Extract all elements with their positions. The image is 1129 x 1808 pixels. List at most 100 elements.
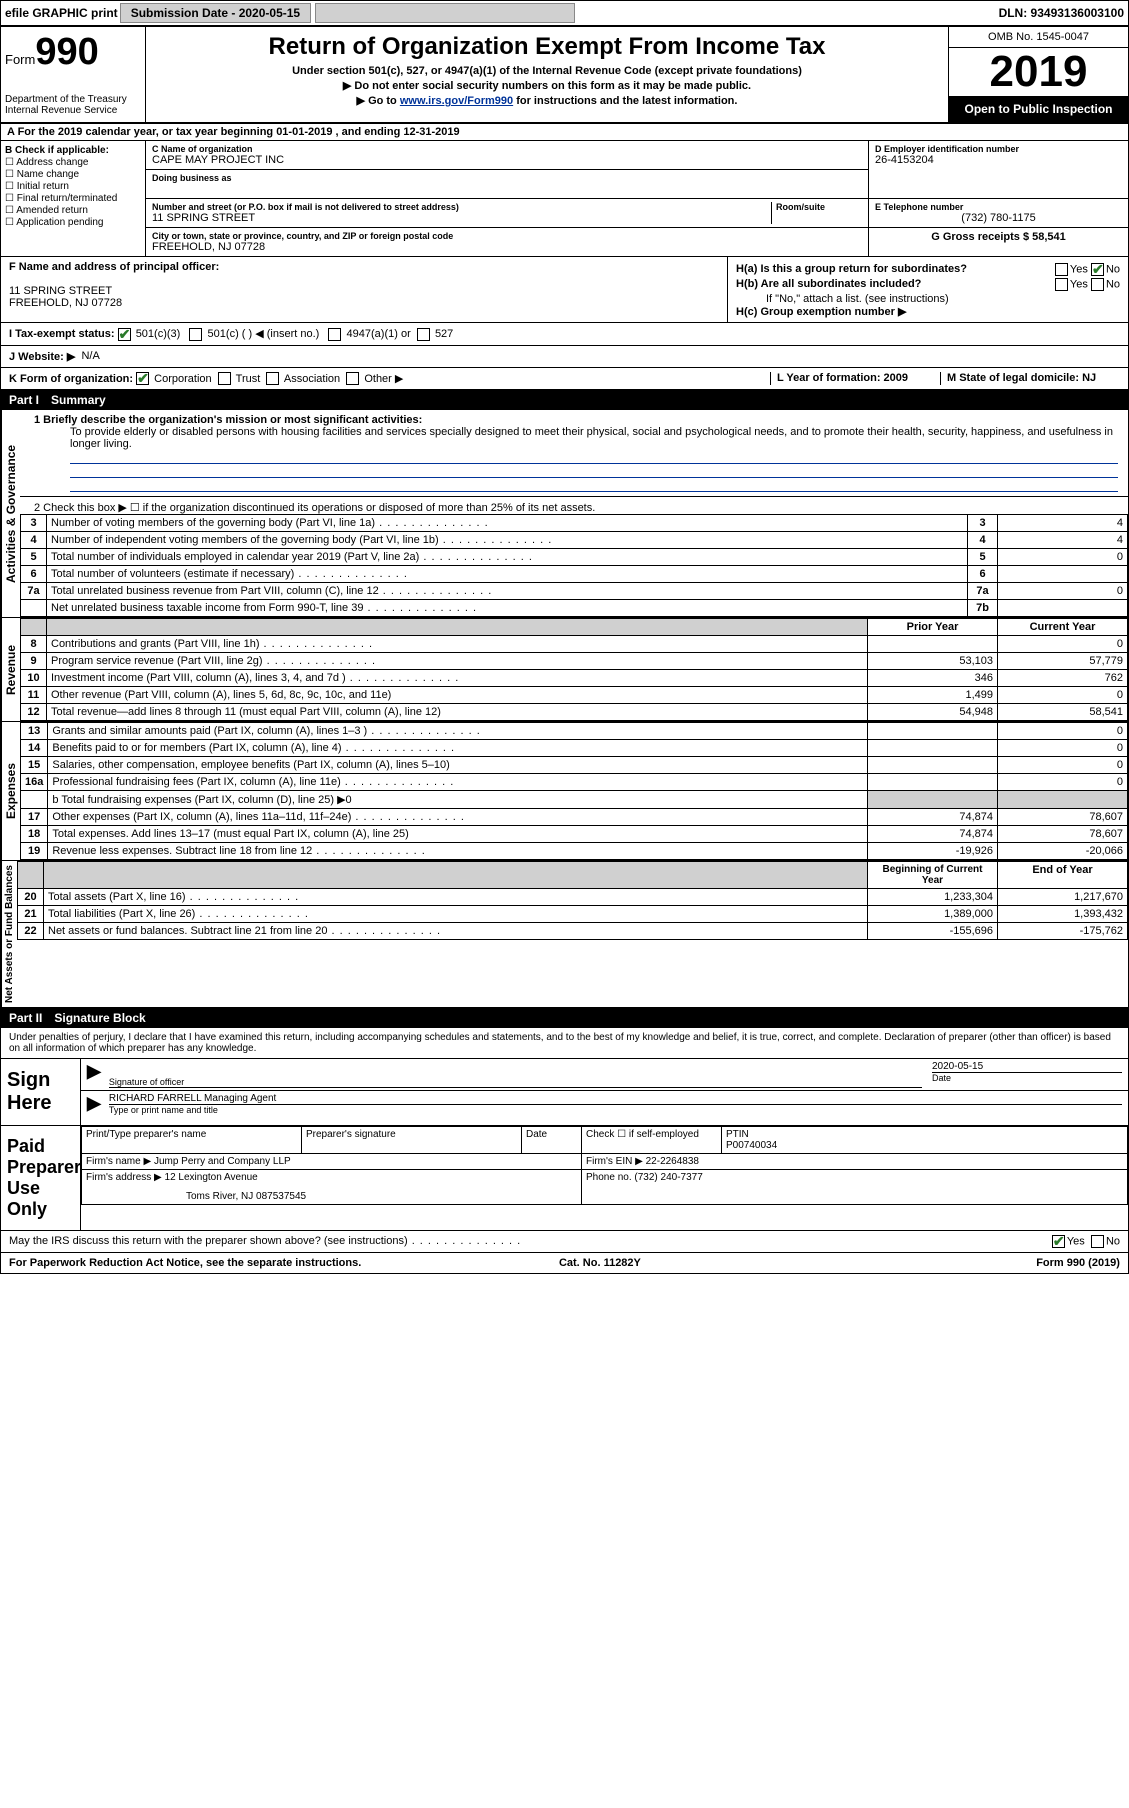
- ha-no-check[interactable]: [1091, 263, 1104, 276]
- subtitle-1: Under section 501(c), 527, or 4947(a)(1)…: [154, 65, 940, 77]
- preparer-table: Print/Type preparer's name Preparer's si…: [81, 1126, 1128, 1205]
- assoc-check[interactable]: [266, 372, 279, 385]
- l18c: 78,607: [998, 826, 1128, 843]
- block-bc: B Check if applicable: ☐ Address change …: [1, 141, 1128, 257]
- s527-check[interactable]: [417, 328, 430, 341]
- dba-label: Doing business as: [152, 173, 862, 183]
- blank-button[interactable]: [315, 3, 575, 23]
- gross-cell: G Gross receipts $ 58,541: [869, 228, 1128, 246]
- l2-text: 2 Check this box ▶ ☐ if the organization…: [34, 502, 595, 514]
- part2-label: Part II: [9, 1011, 54, 1025]
- part1-title: Summary: [51, 393, 106, 407]
- l10p: 346: [868, 670, 998, 687]
- discuss-row: May the IRS discuss this return with the…: [1, 1231, 1128, 1253]
- b-header: B Check if applicable:: [5, 145, 109, 156]
- l-label: L Year of formation: 2009: [777, 372, 908, 384]
- sig-officer-label: Signature of officer: [109, 1077, 922, 1087]
- m-label: M State of legal domicile: NJ: [947, 372, 1096, 384]
- l15c: 0: [998, 757, 1128, 774]
- current-year-hdr: Current Year: [998, 619, 1128, 636]
- paid-preparer-row: Paid Preparer Use Only Print/Type prepar…: [1, 1126, 1128, 1231]
- i-label: I Tax-exempt status:: [9, 328, 115, 340]
- l7a-val: 0: [998, 583, 1128, 600]
- tel-cell: E Telephone number (732) 780-1175: [869, 199, 1128, 228]
- l5-desc: Total number of individuals employed in …: [51, 551, 419, 563]
- l16a-desc: Professional fundraising fees (Part IX, …: [52, 776, 340, 788]
- officer-label: F Name and address of principal officer:: [9, 261, 219, 273]
- l14-desc: Benefits paid to or for members (Part IX…: [52, 742, 341, 754]
- efile-label: efile GRAPHIC print: [5, 6, 118, 20]
- corp-check[interactable]: [136, 372, 149, 385]
- org-name-label: C Name of organization: [152, 144, 862, 154]
- subtitle-3: ▶ Go to www.irs.gov/Form990 for instruct…: [154, 94, 940, 107]
- arrow-icon: ▶: [87, 1061, 101, 1088]
- a1-check[interactable]: [328, 328, 341, 341]
- l9c: 57,779: [998, 653, 1128, 670]
- l12p: 54,948: [868, 704, 998, 721]
- org-name-cell: C Name of organization CAPE MAY PROJECT …: [146, 141, 868, 170]
- l4-val: 4: [998, 532, 1128, 549]
- part2-title: Signature Block: [54, 1011, 145, 1025]
- trust-check[interactable]: [218, 372, 231, 385]
- column-b: B Check if applicable: ☐ Address change …: [1, 141, 146, 256]
- chk-name[interactable]: ☐ Name change: [5, 169, 141, 180]
- chk-address[interactable]: ☐ Address change: [5, 157, 141, 168]
- c-check[interactable]: [189, 328, 202, 341]
- l8c: 0: [998, 636, 1128, 653]
- chk-amended[interactable]: ☐ Amended return: [5, 205, 141, 216]
- l5-val: 0: [998, 549, 1128, 566]
- l17c: 78,607: [998, 809, 1128, 826]
- hb-yes-check[interactable]: [1055, 278, 1068, 291]
- l8p: [868, 636, 998, 653]
- governance-section: Activities & Governance 1 Briefly descri…: [1, 410, 1128, 618]
- chk-application[interactable]: ☐ Application pending: [5, 217, 141, 228]
- l14c: 0: [998, 740, 1128, 757]
- l14p: [868, 740, 998, 757]
- l7b-val: [998, 600, 1128, 617]
- block-fh: F Name and address of principal officer:…: [1, 257, 1128, 323]
- inspection-label: Open to Public Inspection: [949, 96, 1128, 122]
- firm-name: Jump Perry and Company LLP: [154, 1156, 291, 1167]
- l9p: 53,103: [868, 653, 998, 670]
- column-f: F Name and address of principal officer:…: [1, 257, 728, 322]
- gross-value: G Gross receipts $ 58,541: [931, 231, 1066, 243]
- other-check[interactable]: [346, 372, 359, 385]
- part1-label: Part I: [9, 393, 51, 407]
- sub3-pre: ▶ Go to: [357, 95, 400, 107]
- hc-label: H(c) Group exemption number ▶: [736, 306, 906, 318]
- expenses-table: 13Grants and similar amounts paid (Part …: [20, 722, 1128, 860]
- discuss-no-check[interactable]: [1091, 1235, 1104, 1248]
- ptin-label: PTIN: [726, 1129, 1123, 1140]
- city-cell: City or town, state or province, country…: [146, 228, 868, 256]
- governance-table: 3Number of voting members of the governi…: [20, 514, 1128, 617]
- l21e: 1,393,432: [998, 906, 1128, 923]
- c3-check[interactable]: [118, 328, 131, 341]
- hb-label: H(b) Are all subordinates included?: [736, 278, 921, 290]
- street-value: 11 SPRING STREET: [152, 212, 767, 224]
- chk-initial[interactable]: ☐ Initial return: [5, 181, 141, 192]
- officer-addr2: FREEHOLD, NJ 07728: [9, 297, 719, 309]
- pp-name-label: Print/Type preparer's name: [86, 1129, 206, 1140]
- irs-link[interactable]: www.irs.gov/Form990: [400, 95, 513, 107]
- revenue-table: Prior YearCurrent Year 8Contributions an…: [20, 618, 1128, 721]
- dept-label: Department of the Treasury Internal Reve…: [5, 94, 141, 116]
- column-h: H(a) Is this a group return for subordin…: [728, 257, 1128, 322]
- l21b: 1,389,000: [868, 906, 998, 923]
- l13c: 0: [998, 723, 1128, 740]
- tel-value: (732) 780-1175: [875, 212, 1122, 224]
- declaration: Under penalties of perjury, I declare th…: [1, 1028, 1128, 1059]
- l17-desc: Other expenses (Part IX, column (A), lin…: [52, 811, 351, 823]
- hb-no-check[interactable]: [1091, 278, 1104, 291]
- part1-header: Part I Summary: [1, 390, 1128, 410]
- arrow-icon: ▶: [87, 1093, 101, 1115]
- phone-value: (732) 240-7377: [634, 1172, 702, 1183]
- discuss-yes-check[interactable]: [1052, 1235, 1065, 1248]
- column-d: D Employer identification number 26-4153…: [868, 141, 1128, 256]
- ha-yes-check[interactable]: [1055, 263, 1068, 276]
- street-label: Number and street (or P.O. box if mail i…: [152, 202, 767, 212]
- header-mid: Return of Organization Exempt From Incom…: [146, 27, 948, 122]
- submission-date-button[interactable]: Submission Date - 2020-05-15: [120, 3, 311, 23]
- netassets-section: Net Assets or Fund Balances Beginning of…: [1, 861, 1128, 1008]
- chk-final[interactable]: ☐ Final return/terminated: [5, 193, 141, 204]
- firm-addr-label: Firm's address ▶: [86, 1172, 162, 1183]
